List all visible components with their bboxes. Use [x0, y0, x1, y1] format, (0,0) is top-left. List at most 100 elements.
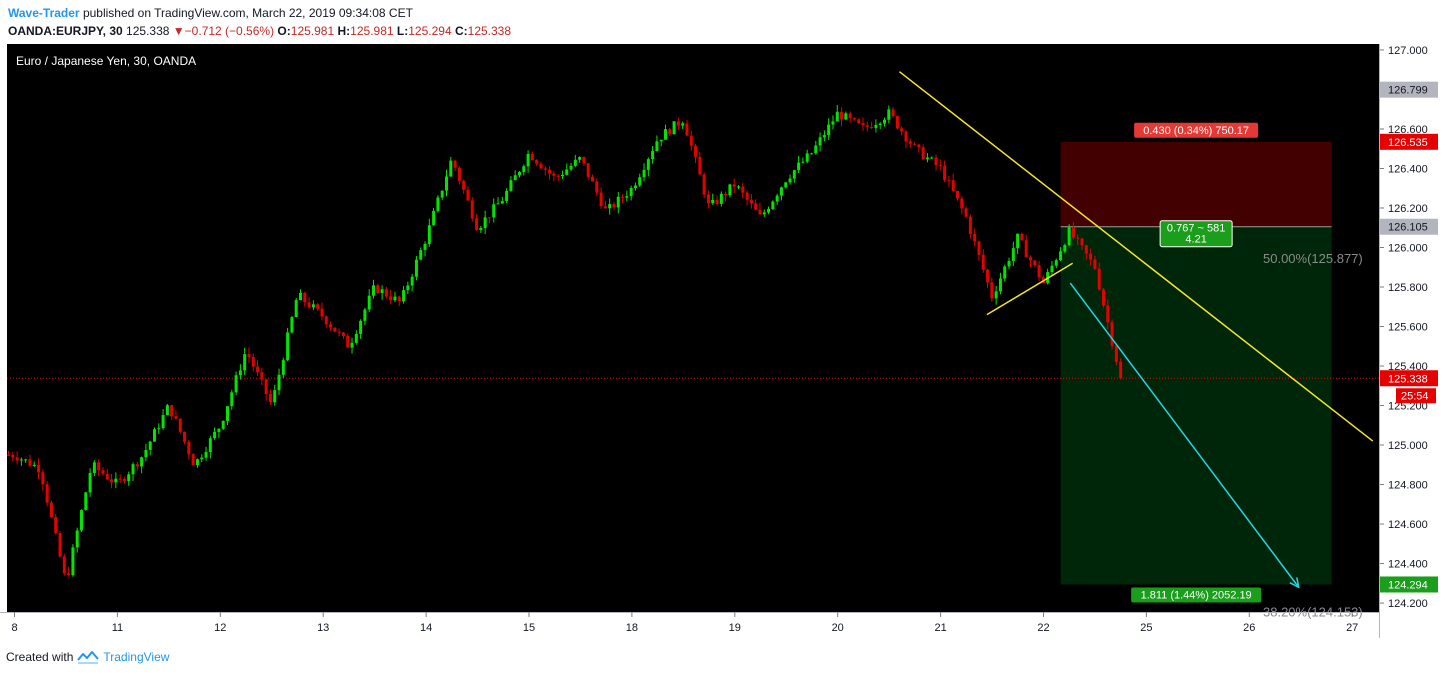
- time-tick: 11: [112, 612, 123, 634]
- candle: [565, 163, 569, 176]
- candle: [131, 462, 135, 481]
- candle: [174, 410, 178, 420]
- time-axis-ticks[interactable]: 8 11 12 13 14 15 18 19 20 21 22 25 26 27: [11, 612, 1358, 634]
- loss-zone: [1060, 141, 1332, 227]
- time-tick-label: 13: [317, 622, 329, 634]
- candle: [234, 371, 238, 396]
- candle: [92, 460, 96, 476]
- high-value: 125.981: [350, 24, 394, 38]
- candle: [389, 290, 393, 305]
- trendline-descending-resistance[interactable]: [898, 71, 1374, 442]
- candle: [930, 156, 934, 159]
- time-tick-label: 26: [1243, 622, 1255, 634]
- candle: [440, 190, 444, 200]
- time-tick-label: 19: [729, 622, 741, 634]
- time-tick: 14: [420, 612, 432, 634]
- candle: [689, 130, 693, 151]
- countdown-label: 25:54: [1401, 390, 1429, 402]
- candle: [462, 179, 466, 194]
- candle: [797, 156, 801, 173]
- candle: [54, 513, 58, 535]
- candle: [887, 105, 891, 124]
- price-tick: 127.000: [1380, 45, 1428, 57]
- candle: [256, 360, 260, 376]
- candle: [655, 135, 659, 152]
- candle: [170, 404, 174, 420]
- time-tick-label: 20: [832, 622, 844, 634]
- candle: [891, 106, 895, 119]
- candle: [290, 315, 294, 334]
- price-tick: 125.800: [1380, 282, 1428, 294]
- candle: [208, 435, 212, 459]
- candle: [706, 190, 710, 209]
- footer: Created with TradingView: [6, 650, 169, 664]
- candle: [509, 176, 513, 192]
- candle: [831, 115, 835, 130]
- tradingview-link[interactable]: TradingView: [103, 650, 170, 664]
- candle: [921, 144, 925, 161]
- candle: [402, 285, 406, 304]
- candle: [427, 218, 431, 247]
- chart-title: Euro / Japanese Yen, 30, OANDA: [16, 54, 196, 68]
- price-tick: 126.600: [1380, 124, 1428, 136]
- price-marker: 126.105: [1380, 218, 1438, 235]
- candle: [483, 210, 487, 235]
- candle: [994, 286, 998, 305]
- candle: [105, 468, 109, 481]
- candle: [917, 144, 921, 153]
- candles: [7, 105, 1123, 577]
- price-tick: 124.200: [1380, 598, 1428, 610]
- candle: [62, 554, 66, 576]
- candle: [273, 384, 277, 406]
- candle: [955, 190, 959, 201]
- candle: [1037, 260, 1041, 282]
- time-tick: 8: [11, 612, 18, 634]
- candle: [638, 173, 642, 188]
- candle: [479, 225, 483, 233]
- candle: [195, 458, 199, 468]
- price-tick-label: 125.600: [1388, 322, 1428, 334]
- candle: [857, 118, 861, 124]
- candle: [15, 451, 19, 465]
- price-marker-label: 124.294: [1388, 579, 1428, 591]
- candle: [1114, 344, 1118, 366]
- candle: [702, 172, 706, 199]
- time-tick-label: 25: [1140, 622, 1152, 634]
- trendline-rising-support[interactable]: [986, 262, 1074, 316]
- author-link[interactable]: Wave-Trader: [8, 6, 80, 20]
- symbol-label[interactable]: OANDA:EURJPY, 30: [8, 24, 123, 38]
- candle: [414, 256, 418, 281]
- time-tick-label: 18: [626, 622, 638, 634]
- candle: [84, 491, 88, 511]
- price-marker: 125.338: [1380, 370, 1438, 387]
- candle: [397, 295, 401, 307]
- candle: [844, 111, 848, 120]
- candle: [496, 197, 500, 205]
- price-marker-label: 126.535: [1388, 137, 1428, 149]
- candle: [19, 457, 23, 466]
- candle: [728, 184, 732, 198]
- candle: [161, 408, 165, 430]
- candle: [771, 200, 775, 211]
- candle: [767, 206, 771, 215]
- price-tick-label: 124.600: [1388, 519, 1428, 531]
- candle: [380, 285, 384, 300]
- price-tick: 125.000: [1380, 440, 1428, 452]
- candle: [354, 330, 358, 345]
- ohlc-line: OANDA:EURJPY, 30 125.338 ▼−0.712 (−0.56%…: [8, 22, 511, 40]
- candle: [599, 187, 603, 210]
- candle: [732, 178, 736, 194]
- candle: [1084, 244, 1088, 260]
- candle: [651, 146, 655, 164]
- candle: [432, 207, 436, 226]
- candle: [848, 111, 852, 123]
- projection-arrow[interactable]: [1069, 282, 1300, 588]
- candle: [981, 249, 985, 273]
- candle: [311, 300, 315, 311]
- tradingview-logo-icon: [77, 651, 100, 664]
- candle: [221, 420, 225, 431]
- candle: [470, 197, 474, 222]
- candle: [973, 228, 977, 247]
- candle: [247, 347, 251, 364]
